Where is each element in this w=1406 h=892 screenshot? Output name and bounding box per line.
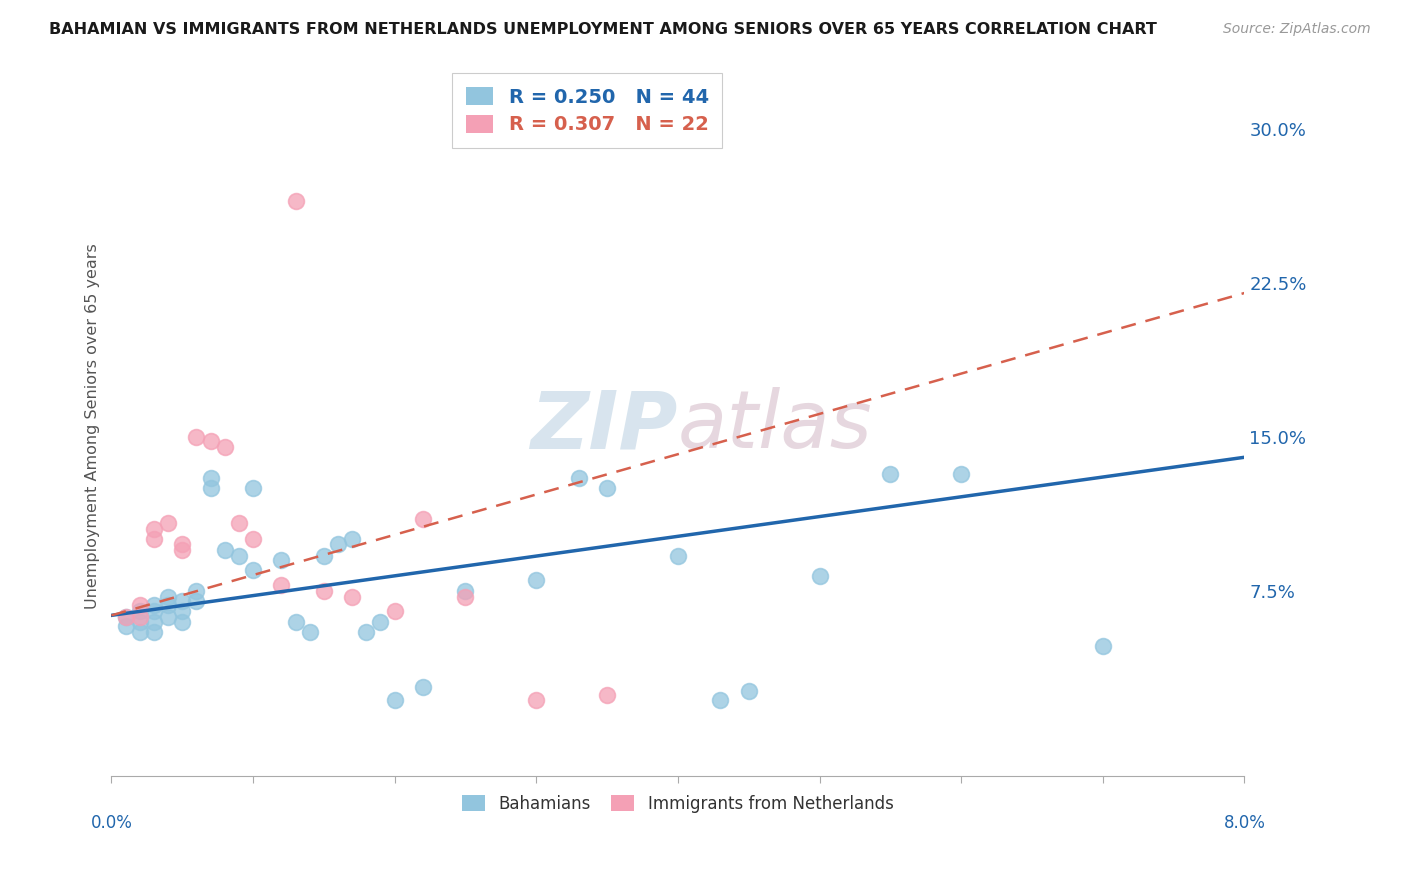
Point [172, 542, 194, 557]
Point [370, 615, 392, 629]
Point [340, 590, 363, 604]
Text: atlas: atlas [678, 387, 873, 466]
Point [298, 624, 321, 639]
Point [312, 583, 335, 598]
Point [128, 624, 150, 639]
Point [114, 610, 136, 624]
Point [412, 512, 434, 526]
Point [142, 533, 165, 547]
Point [242, 481, 264, 495]
Point [242, 533, 264, 547]
Point [709, 692, 731, 706]
Point [454, 583, 477, 598]
Point [568, 471, 591, 485]
Point [157, 598, 180, 612]
Point [284, 194, 307, 208]
Point [114, 618, 136, 632]
Point [200, 471, 222, 485]
Legend: Bahamians, Immigrants from Netherlands: Bahamians, Immigrants from Netherlands [456, 789, 900, 820]
Point [738, 684, 761, 698]
Point [384, 692, 406, 706]
Point [186, 594, 208, 608]
Point [128, 615, 150, 629]
Point [312, 549, 335, 563]
Point [1091, 639, 1114, 653]
Point [270, 577, 292, 591]
Point [326, 536, 349, 550]
Point [142, 624, 165, 639]
Y-axis label: Unemployment Among Seniors over 65 years: Unemployment Among Seniors over 65 years [86, 244, 100, 609]
Point [242, 563, 264, 577]
Text: BAHAMIAN VS IMMIGRANTS FROM NETHERLANDS UNEMPLOYMENT AMONG SENIORS OVER 65 YEARS: BAHAMIAN VS IMMIGRANTS FROM NETHERLANDS … [49, 22, 1157, 37]
Text: 8.0%: 8.0% [1223, 814, 1265, 832]
Point [340, 533, 363, 547]
Point [808, 569, 831, 583]
Point [200, 481, 222, 495]
Point [142, 522, 165, 536]
Point [412, 680, 434, 694]
Point [157, 610, 180, 624]
Point [950, 467, 973, 481]
Point [356, 624, 378, 639]
Point [454, 590, 477, 604]
Point [128, 610, 150, 624]
Point [879, 467, 901, 481]
Point [142, 598, 165, 612]
Point [214, 440, 236, 454]
Point [186, 430, 208, 444]
Point [157, 590, 180, 604]
Point [270, 553, 292, 567]
Text: Source: ZipAtlas.com: Source: ZipAtlas.com [1223, 22, 1371, 37]
Point [596, 689, 619, 703]
Point [200, 434, 222, 448]
Point [186, 583, 208, 598]
Point [384, 604, 406, 618]
Text: 0.0%: 0.0% [90, 814, 132, 832]
Text: ZIP: ZIP [530, 387, 678, 466]
Point [214, 542, 236, 557]
Point [172, 594, 194, 608]
Point [666, 549, 689, 563]
Point [228, 516, 250, 530]
Point [172, 536, 194, 550]
Point [157, 516, 180, 530]
Point [128, 598, 150, 612]
Point [284, 615, 307, 629]
Point [172, 604, 194, 618]
Point [142, 615, 165, 629]
Point [172, 615, 194, 629]
Point [524, 692, 547, 706]
Point [596, 481, 619, 495]
Point [142, 604, 165, 618]
Point [114, 610, 136, 624]
Point [524, 574, 547, 588]
Point [228, 549, 250, 563]
Point [128, 604, 150, 618]
